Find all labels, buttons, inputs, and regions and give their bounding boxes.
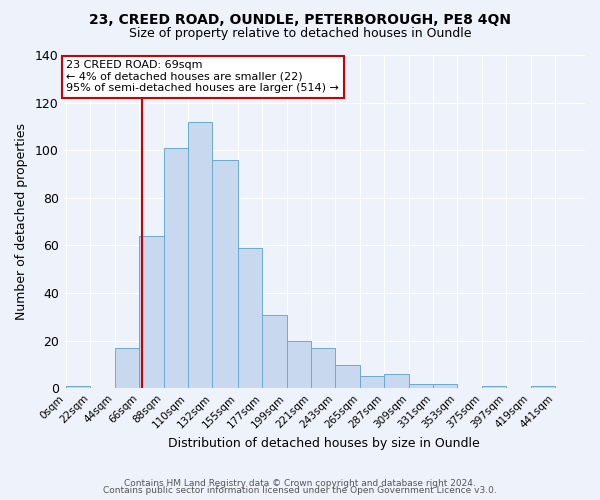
Bar bbox=[384, 374, 409, 388]
Bar bbox=[139, 236, 164, 388]
Bar bbox=[188, 122, 212, 388]
Bar bbox=[287, 340, 311, 388]
Text: Size of property relative to detached houses in Oundle: Size of property relative to detached ho… bbox=[129, 28, 471, 40]
Text: Contains public sector information licensed under the Open Government Licence v3: Contains public sector information licen… bbox=[103, 486, 497, 495]
Bar bbox=[66, 386, 91, 388]
Bar bbox=[311, 348, 335, 389]
Y-axis label: Number of detached properties: Number of detached properties bbox=[15, 123, 28, 320]
X-axis label: Distribution of detached houses by size in Oundle: Distribution of detached houses by size … bbox=[169, 437, 480, 450]
Text: Contains HM Land Registry data © Crown copyright and database right 2024.: Contains HM Land Registry data © Crown c… bbox=[124, 478, 476, 488]
Bar bbox=[360, 376, 384, 388]
Bar bbox=[482, 386, 506, 388]
Bar bbox=[164, 148, 188, 388]
Bar bbox=[409, 384, 433, 388]
Bar bbox=[238, 248, 262, 388]
Bar bbox=[115, 348, 139, 389]
Bar bbox=[262, 314, 287, 388]
Bar bbox=[433, 384, 457, 388]
Bar bbox=[530, 386, 555, 388]
Text: 23 CREED ROAD: 69sqm
← 4% of detached houses are smaller (22)
95% of semi-detach: 23 CREED ROAD: 69sqm ← 4% of detached ho… bbox=[66, 60, 339, 93]
Bar bbox=[335, 364, 360, 388]
Bar bbox=[212, 160, 238, 388]
Text: 23, CREED ROAD, OUNDLE, PETERBOROUGH, PE8 4QN: 23, CREED ROAD, OUNDLE, PETERBOROUGH, PE… bbox=[89, 12, 511, 26]
